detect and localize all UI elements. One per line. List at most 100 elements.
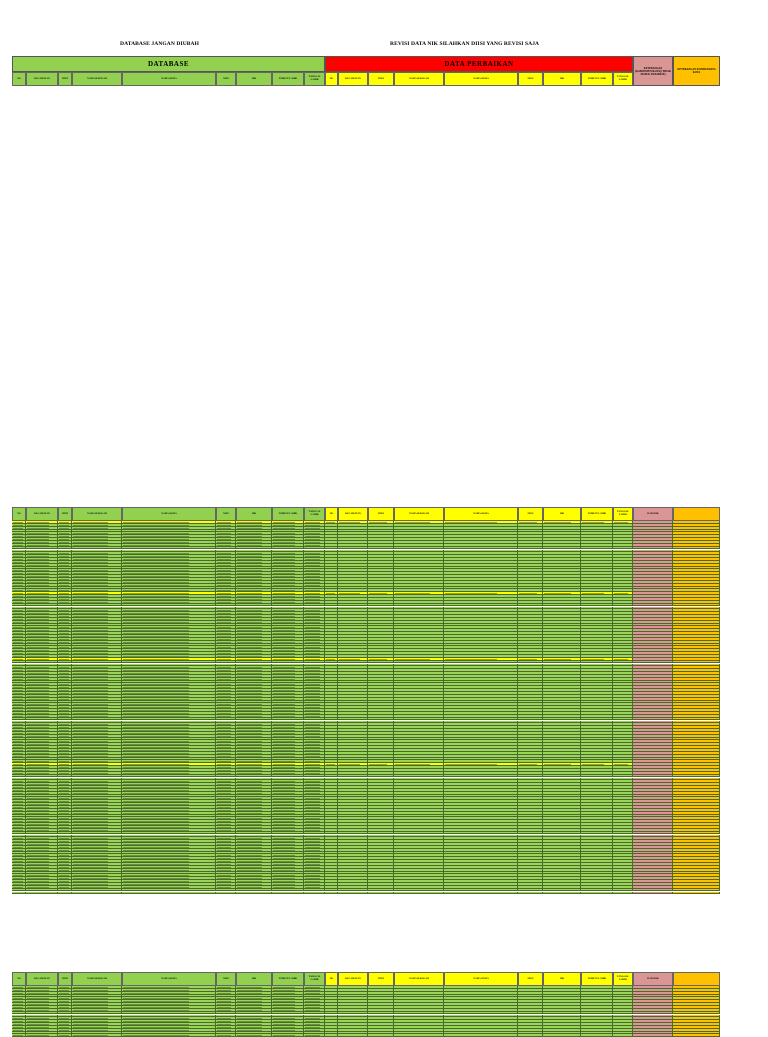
revision-cell[interactable]	[581, 526, 613, 530]
table-cell	[72, 891, 122, 895]
revision-header-npsn: NPSN	[368, 507, 394, 521]
sheet-column-header-row: NO KECAMATAN NPSN NAMA SEKOLAH NAMA SISWA NIS…	[12, 972, 720, 986]
revision-cell[interactable]	[394, 521, 444, 524]
revision-cell[interactable]	[325, 532, 338, 536]
perbaikan-band-label: DATA PERBAIKAN	[444, 60, 514, 68]
column-header-kecamatan: KECAMATAN	[26, 972, 58, 986]
keterangan-orange-band: KETERANGAN KONDISI/DATA KOTA	[673, 56, 720, 86]
table-cell	[304, 521, 325, 524]
revision-header-nik: NIK	[543, 507, 581, 521]
revision-cell[interactable]	[581, 891, 613, 895]
table-cell	[304, 529, 325, 533]
table-cell	[58, 521, 72, 524]
table-cell	[304, 891, 325, 895]
revision-header-no: NO	[325, 972, 338, 986]
dapodik-cell	[633, 526, 673, 530]
dapodik-header: DAPODIK	[633, 972, 673, 986]
revision-cell[interactable]	[543, 523, 581, 527]
column-header-tempat-lahir: TEMPAT LAHIR	[272, 972, 304, 986]
revision-cell[interactable]	[543, 526, 581, 530]
revision-cell[interactable]	[444, 532, 518, 536]
table-cell	[304, 532, 325, 536]
revision-cell[interactable]	[338, 523, 368, 527]
table-cell	[72, 529, 122, 533]
revision-cell[interactable]	[338, 529, 368, 533]
revision-cell[interactable]	[444, 523, 518, 527]
table-cell	[12, 532, 26, 536]
revision-cell[interactable]	[543, 891, 581, 895]
revision-cell[interactable]	[581, 521, 613, 524]
revision-cell[interactable]	[368, 521, 394, 524]
revision-cell[interactable]	[394, 526, 444, 530]
revision-header-nisn: NISN	[518, 972, 543, 986]
revision-cell[interactable]	[368, 532, 394, 536]
dapodik-cell	[633, 532, 673, 536]
revision-cell[interactable]	[325, 526, 338, 530]
revision-cell[interactable]	[444, 521, 518, 524]
table-cell	[216, 891, 236, 895]
keterangan-cell[interactable]	[673, 526, 720, 530]
revision-header-tempat-lahir: TEMPAT LAHIR	[581, 72, 613, 86]
revision-cell[interactable]	[613, 526, 633, 530]
revision-cell[interactable]	[338, 521, 368, 524]
revision-cell[interactable]	[613, 523, 633, 527]
revision-cell[interactable]	[394, 529, 444, 533]
keterangan-cell[interactable]	[673, 523, 720, 527]
revision-cell[interactable]	[543, 532, 581, 536]
table-cell	[58, 535, 72, 539]
keterangan-header	[673, 972, 720, 986]
keterangan-cell[interactable]	[673, 891, 720, 895]
revision-cell[interactable]	[581, 529, 613, 533]
revision-cell[interactable]	[368, 529, 394, 533]
perbaikan-band: DATA PERBAIKAN	[325, 56, 633, 72]
revision-header-tanggal-lahir: TANGGAL LAHIR	[613, 72, 633, 86]
revision-header-nisn: NISN	[518, 507, 543, 521]
keterangan-cell[interactable]	[673, 521, 720, 524]
revision-cell[interactable]	[518, 521, 543, 524]
table-cell	[236, 891, 272, 895]
revision-cell[interactable]	[338, 532, 368, 536]
revision-cell[interactable]	[394, 523, 444, 527]
table-cell	[272, 526, 304, 530]
revision-cell[interactable]	[325, 891, 338, 895]
keterangan-cell[interactable]	[673, 529, 720, 533]
revision-cell[interactable]	[613, 529, 633, 533]
table-cell	[272, 532, 304, 536]
revision-cell[interactable]	[581, 523, 613, 527]
column-header-nisn: NISN	[216, 972, 236, 986]
revision-cell[interactable]	[543, 521, 581, 524]
table-cell	[72, 521, 122, 524]
revision-cell[interactable]	[368, 891, 394, 895]
keterangan-pink-band: KETERANGAN (KABUPATEN/KOTA) (TIDAK MASUK…	[633, 56, 673, 86]
revision-cell[interactable]	[613, 532, 633, 536]
revision-cell[interactable]	[394, 532, 444, 536]
revision-cell[interactable]	[325, 521, 338, 524]
table-cell	[236, 521, 272, 524]
revision-cell[interactable]	[338, 526, 368, 530]
revision-cell[interactable]	[613, 891, 633, 895]
dapodik-cell	[633, 521, 673, 524]
revision-cell[interactable]	[518, 529, 543, 533]
revision-cell[interactable]	[518, 523, 543, 527]
revision-cell[interactable]	[518, 532, 543, 536]
table-cell	[26, 526, 58, 530]
table-cell	[12, 535, 26, 539]
revision-cell[interactable]	[444, 529, 518, 533]
revision-cell[interactable]	[325, 523, 338, 527]
revision-cell[interactable]	[325, 529, 338, 533]
revision-cell[interactable]	[394, 891, 444, 895]
keterangan-cell[interactable]	[673, 532, 720, 536]
revision-cell[interactable]	[518, 891, 543, 895]
revision-cell[interactable]	[368, 526, 394, 530]
table-cell	[272, 521, 304, 524]
revision-cell[interactable]	[518, 526, 543, 530]
revision-cell[interactable]	[368, 523, 394, 527]
revision-cell[interactable]	[444, 526, 518, 530]
revision-cell[interactable]	[444, 891, 518, 895]
table-cell	[236, 523, 272, 527]
revision-cell[interactable]	[613, 521, 633, 524]
revision-cell[interactable]	[338, 891, 368, 895]
revision-cell[interactable]	[581, 532, 613, 536]
revision-cell[interactable]	[543, 529, 581, 533]
column-header-tempat-lahir: TEMPAT LAHIR	[272, 72, 304, 86]
